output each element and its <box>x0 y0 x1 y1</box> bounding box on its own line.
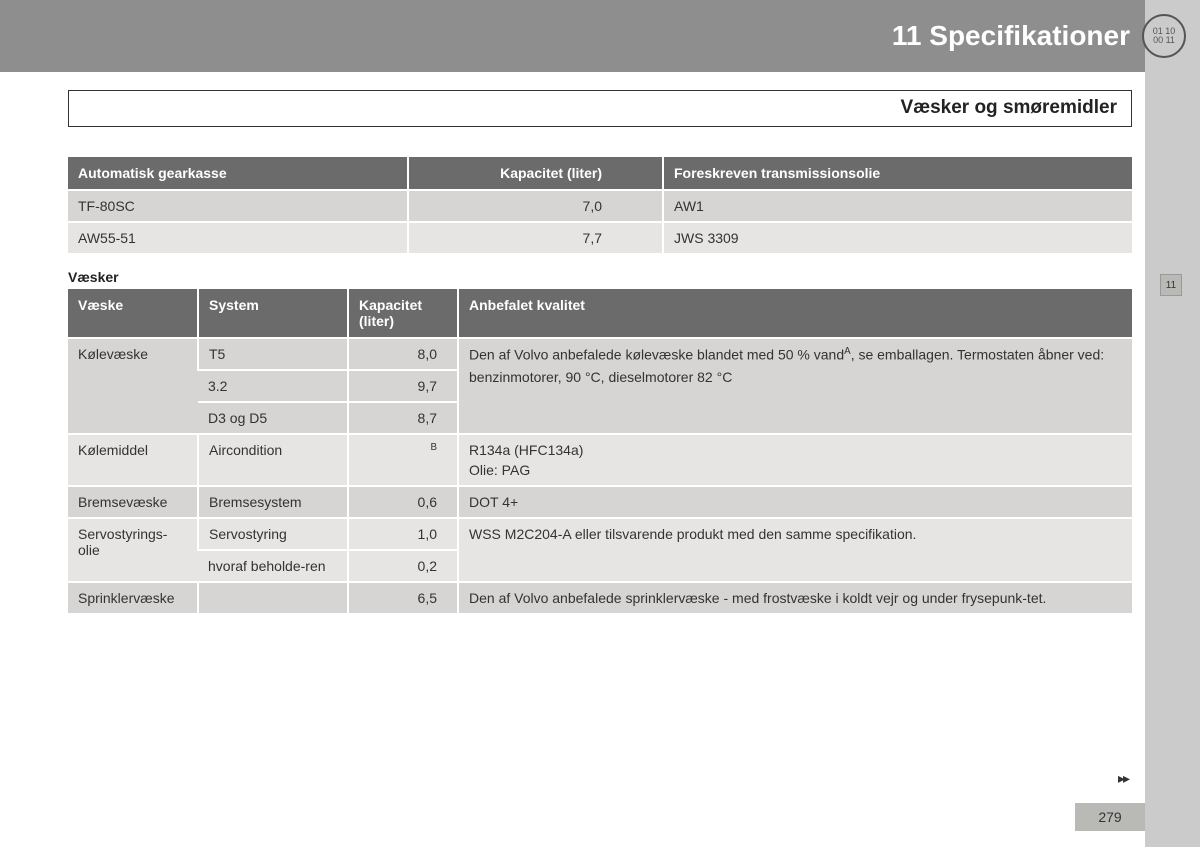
refrigerant-q: R134a (HFC134a) Olie: PAG <box>458 434 1132 486</box>
f-col-1: System <box>198 289 348 338</box>
page-number-box: 279 <box>1075 803 1145 831</box>
coolant-r1-cap: 9,7 <box>348 370 458 402</box>
refrigerant-sys: Aircondition <box>198 434 348 486</box>
page-content: Væsker og smøremidler Automatisk gearkas… <box>0 72 1200 613</box>
servo-r0-sys: Servostyring <box>198 518 348 550</box>
t1-col-1: Kapacitet (liter) <box>408 157 663 190</box>
t1-col-0: Automatisk gearkasse <box>68 157 408 190</box>
brake-q: DOT 4+ <box>458 486 1132 518</box>
washer-q: Den af Volvo anbefalede sprinklervæske -… <box>458 582 1132 613</box>
t1-r1-oil: JWS 3309 <box>663 222 1132 253</box>
coolant-r1-sys: 3.2 <box>198 370 348 402</box>
brake-cap: 0,6 <box>348 486 458 518</box>
servo-r1-cap: 0,2 <box>348 550 458 582</box>
refrigerant-label: Kølemiddel <box>68 434 198 486</box>
t1-r0-oil: AW1 <box>663 190 1132 222</box>
transmission-table: Automatisk gearkasse Kapacitet (liter) F… <box>68 157 1132 253</box>
section-title-box: Væsker og smøremidler <box>68 90 1132 127</box>
brake-label: Bremsevæske <box>68 486 198 518</box>
f-col-2: Kapacitet (liter) <box>348 289 458 338</box>
fluids-heading: Væsker <box>68 269 1132 285</box>
t1-r1-cap: 7,7 <box>408 222 663 253</box>
section-title: Væsker og smøremidler <box>901 97 1117 118</box>
f-col-0: Væske <box>68 289 198 338</box>
side-tab: 11 <box>1160 274 1182 296</box>
f-col-3: Anbefalet kvalitet <box>458 289 1132 338</box>
coolant-label: Kølevæske <box>68 338 198 434</box>
coolant-quality: Den af Volvo anbefalede kølevæske blande… <box>458 338 1132 434</box>
coolant-r0-sys: T5 <box>198 338 348 370</box>
t1-col-2: Foreskreven transmissionsolie <box>663 157 1132 190</box>
servo-r1-sys: hvoraf beholde-ren <box>198 550 348 582</box>
servo-r0-cap: 1,0 <box>348 518 458 550</box>
servo-q: WSS M2C204-A eller tilsvarende produkt m… <box>458 518 1132 582</box>
coolant-r2-sys: D3 og D5 <box>198 402 348 434</box>
binary-circle-icon: 01 10 00 11 <box>1142 14 1186 58</box>
t1-r0-cap: 7,0 <box>408 190 663 222</box>
washer-label: Sprinklervæske <box>68 582 198 613</box>
brake-sys: Bremsesystem <box>198 486 348 518</box>
washer-sys <box>198 582 348 613</box>
servo-label: Servostyrings-olie <box>68 518 198 582</box>
continue-arrows-icon: ▸▸ <box>1118 770 1128 787</box>
t1-r0-name: TF-80SC <box>68 190 408 222</box>
chapter-title: 11 Specifikationer <box>892 20 1130 52</box>
page-number: 279 <box>1098 809 1121 825</box>
coolant-r2-cap: 8,7 <box>348 402 458 434</box>
fluids-table: Væske System Kapacitet (liter) Anbefalet… <box>68 289 1132 613</box>
chapter-header-band: 11 Specifikationer <box>0 0 1200 72</box>
t1-r1-name: AW55-51 <box>68 222 408 253</box>
refrigerant-cap: B <box>348 434 458 486</box>
washer-cap: 6,5 <box>348 582 458 613</box>
coolant-r0-cap: 8,0 <box>348 338 458 370</box>
